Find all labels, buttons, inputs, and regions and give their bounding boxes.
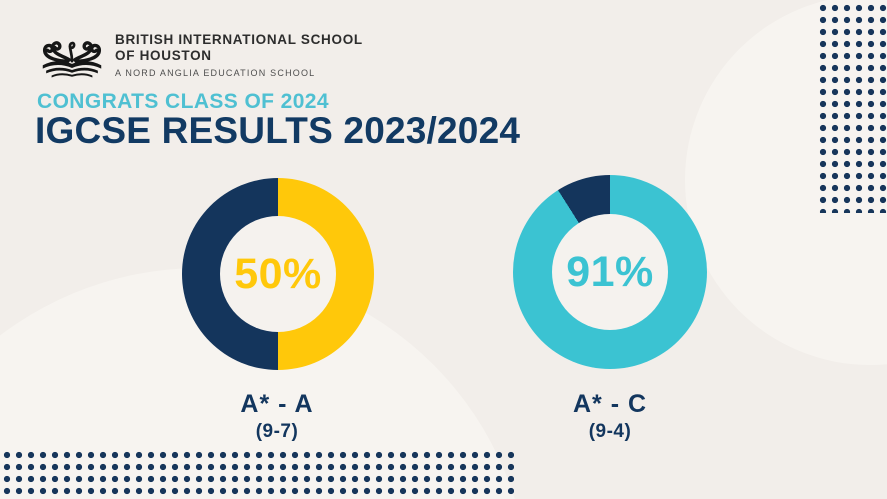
page-title: IGCSE RESULTS 2023/2024: [35, 110, 521, 151]
grade-range-label: A* - A: [240, 390, 314, 418]
school-name-line2: OF HOUSTON: [115, 48, 212, 63]
school-tagline: A NORD ANGLIA EDUCATION SCHOOL: [115, 68, 316, 78]
donut-ring-a-star-a: 50%: [182, 178, 374, 370]
school-crest-logo: [42, 41, 102, 78]
grade-scale-label: (9-7): [255, 421, 299, 442]
chart-caption: A* - A (9-7): [177, 391, 377, 443]
grade-scale-label: (9-4): [588, 421, 632, 442]
dot-pattern-bottom-left: [1, 449, 514, 497]
center-percentage: 50%: [234, 249, 322, 298]
donut-hole: 91%: [552, 214, 668, 330]
center-percentage: 91%: [566, 247, 654, 296]
school-brand: BRITISH INTERNATIONAL SCHOOL OF HOUSTON …: [38, 25, 363, 81]
dot-pattern-top-right: [817, 2, 887, 213]
school-name-block: BRITISH INTERNATIONAL SCHOOL OF HOUSTON …: [115, 25, 363, 81]
congrats-kicker: CONGRATS CLASS OF 2024: [37, 90, 329, 113]
chart-caption: A* - C (9-4): [512, 391, 708, 443]
school-name-line1: BRITISH INTERNATIONAL SCHOOL: [115, 32, 363, 47]
donut-ring-a-star-c: 91%: [513, 175, 707, 369]
grade-range-label: A* - C: [572, 390, 648, 418]
donut-hole: 50%: [220, 216, 336, 332]
